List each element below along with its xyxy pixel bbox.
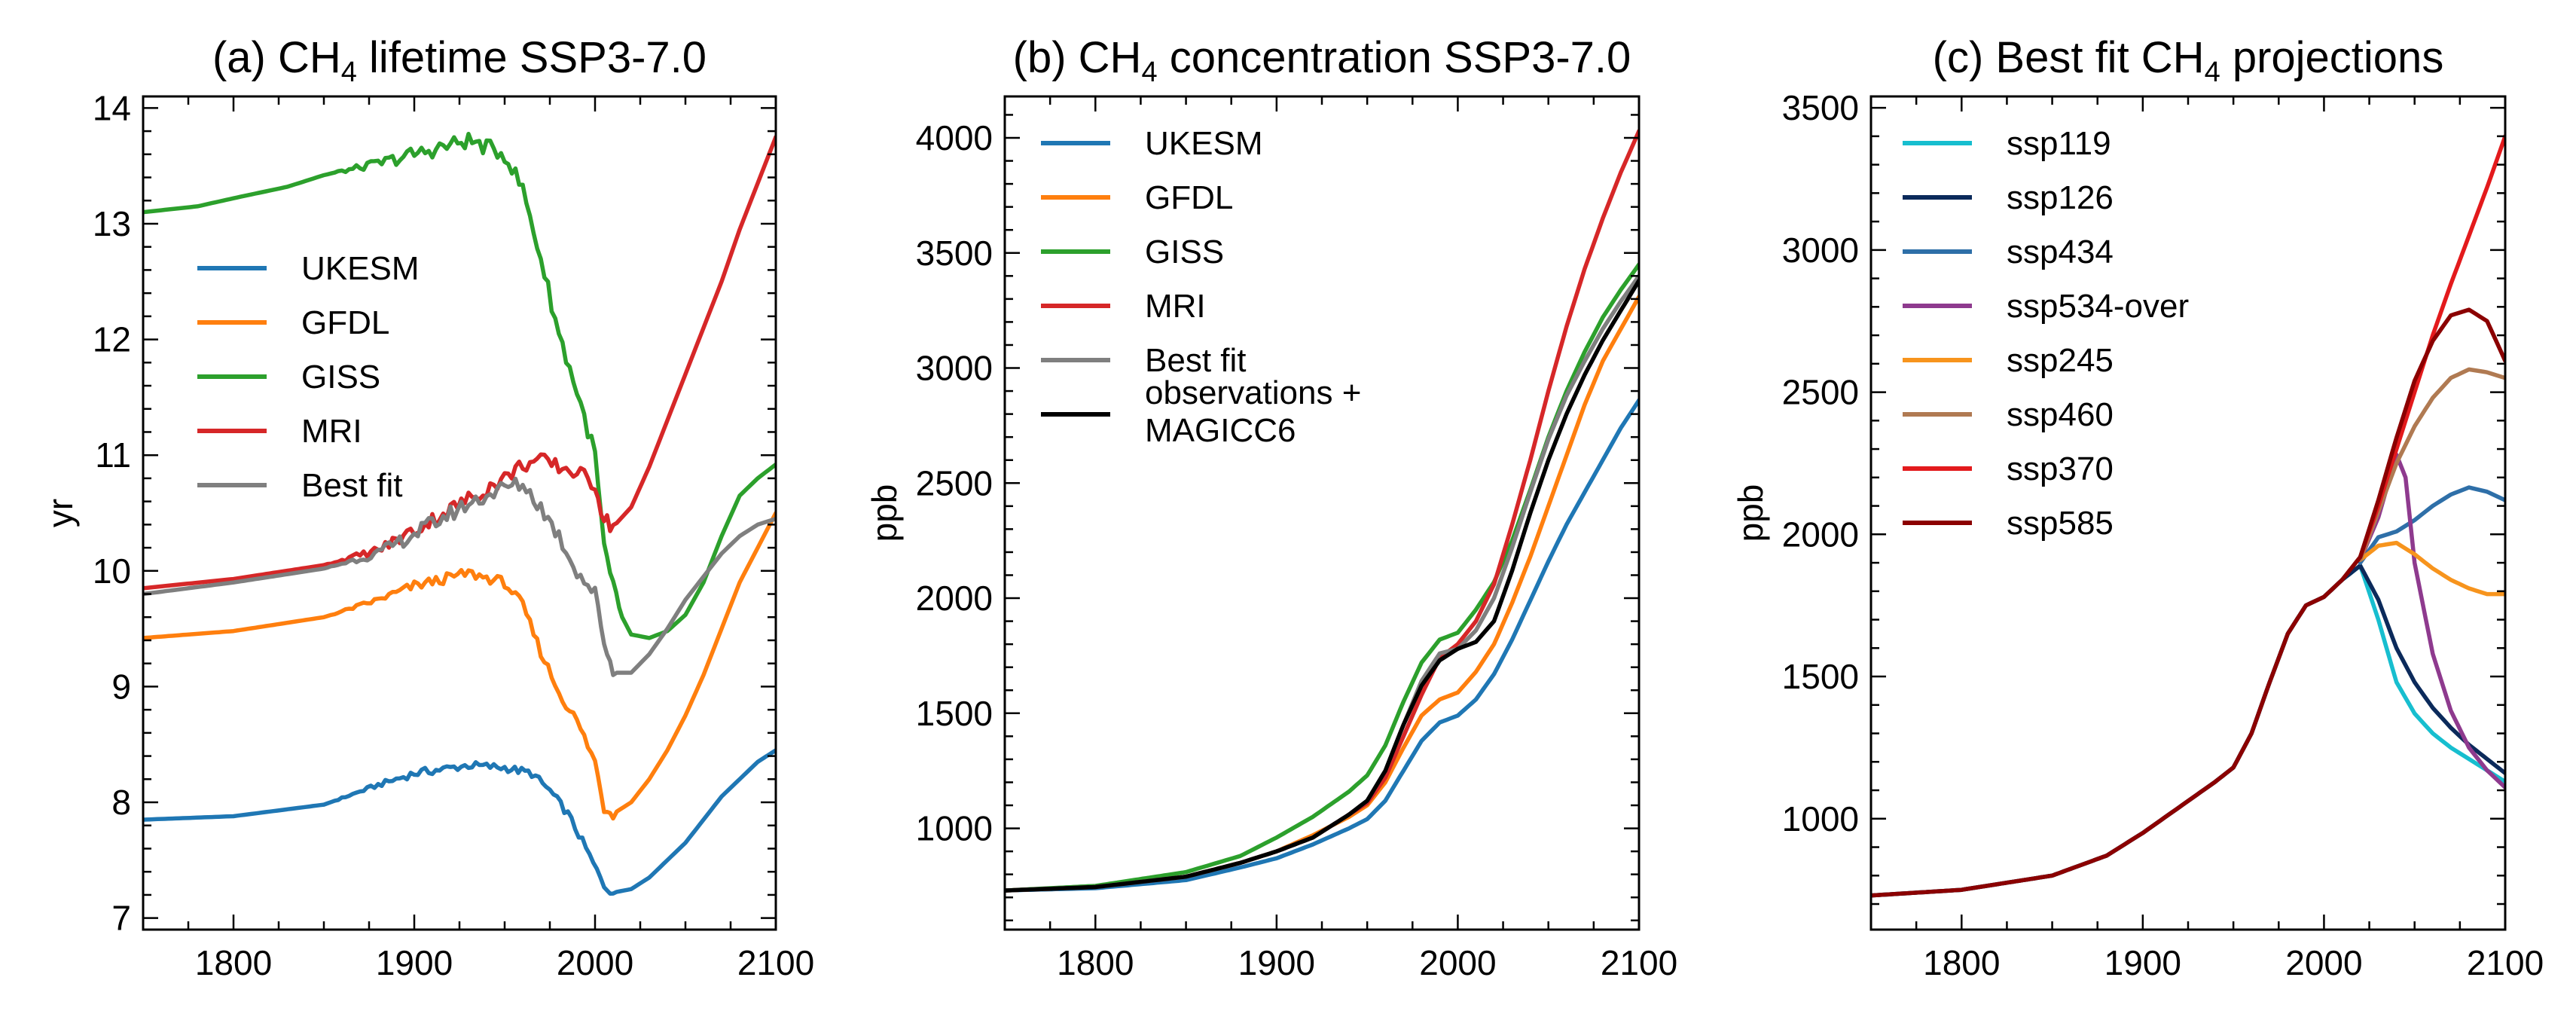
legend-label-giss: GISS [1145, 234, 1224, 270]
series-line-ssp460 [2358, 367, 2505, 563]
panel-title: (b) CH4 concentration SSP3-7.0 [1013, 33, 1631, 88]
y-tick-label: 1500 [916, 694, 993, 733]
y-tick-label: 3000 [916, 349, 993, 388]
series-line-best-fit [143, 476, 776, 677]
series-line-ssp585 [1871, 307, 2505, 898]
y-tick-label: 10 [93, 551, 131, 591]
y-tick-label: 1000 [1782, 799, 1859, 838]
y-tick-label: 9 [111, 667, 131, 706]
legend-label-ssp434: ssp434 [2007, 234, 2114, 270]
y-tick-label: 11 [95, 435, 131, 475]
series-line-ssp434 [2358, 485, 2505, 565]
legend-label-ssp245: ssp245 [2007, 342, 2114, 379]
legend-label-ssp460: ssp460 [2007, 396, 2114, 433]
x-tick-label: 2000 [557, 943, 633, 982]
series-group [1005, 129, 1639, 893]
legend-label-ukesm: UKESM [301, 250, 419, 287]
x-tick-label: 2000 [1419, 943, 1496, 982]
x-tick-label: 1900 [1238, 943, 1315, 982]
legend: UKESM GFDL GISS MRI Best fit [197, 250, 419, 504]
panel-b: 1800 1900 2000 2100 1000 1500 2000 2500 3000 3500… [865, 33, 1677, 982]
x-tick-label: 1800 [1057, 943, 1134, 982]
legend-label-ssp585: ssp585 [2007, 505, 2114, 542]
legend-label-observations-magicc6: observations + MAGICC6 [1145, 374, 1361, 449]
x-tick-label: 2100 [737, 943, 814, 982]
legend-label-mri: MRI [301, 413, 362, 450]
legend-label-ssp126: ssp126 [2007, 179, 2114, 216]
y-tick-label: 12 [93, 320, 131, 359]
panel-a: 1800 1900 2000 2100 7 8 9 10 11 12 13 14 yr (a) CH4 l… [41, 33, 814, 982]
series-line-mri [143, 135, 776, 591]
y-tick-label: 3000 [1782, 231, 1859, 270]
legend-label-ssp370: ssp370 [2007, 450, 2114, 487]
legend: ssp119 ssp126 ssp434 ssp534-over ssp245 ssp46… [1903, 125, 2189, 542]
x-tick-label: 2100 [2467, 943, 2544, 982]
series-line-ssp245 [2358, 540, 2505, 597]
series-group [143, 131, 776, 896]
y-tick-label: 2500 [916, 463, 993, 502]
y-axis-label: yr [41, 499, 80, 527]
y-tick-label: 2000 [916, 579, 993, 618]
legend-label-gfdl: GFDL [1145, 179, 1233, 216]
ticks [1003, 96, 1641, 930]
y-tick-label: 14 [93, 88, 131, 127]
series-group [1871, 134, 2505, 898]
y-tick-label: 2500 [1782, 373, 1859, 412]
panel-title: (a) CH4 lifetime SSP3-7.0 [212, 33, 707, 88]
y-tick-label: 3500 [1782, 88, 1859, 127]
series-line-ukesm [143, 748, 776, 896]
series-line-ssp370 [2358, 134, 2505, 560]
legend-label-best-fit: Best fit [301, 467, 403, 504]
y-tick-label: 13 [93, 204, 131, 243]
ticks [1869, 96, 2507, 930]
ticks [142, 96, 777, 930]
y-tick-label: 3500 [916, 234, 993, 273]
y-tick-label: 7 [111, 899, 131, 938]
series-line-gfdl [143, 511, 776, 821]
legend-label-best-fit: Best fit [1145, 342, 1247, 379]
series-line-observations-magicc6 [1005, 278, 1639, 893]
x-tick-label: 1900 [2104, 943, 2181, 982]
panel-c: 1800 1900 2000 2100 1000 1500 2000 2500 3000 3500… [1731, 33, 2544, 982]
y-tick-label: 8 [111, 783, 131, 822]
x-tick-label: 2100 [1601, 943, 1677, 982]
legend-label-ukesm: UKESM [1145, 125, 1262, 162]
legend-label-ssp119: ssp119 [2007, 125, 2111, 162]
y-axis-label: ppb [865, 484, 904, 542]
x-tick-label: 2000 [2285, 943, 2362, 982]
x-tick-label: 1800 [195, 943, 272, 982]
y-tick-label: 1000 [916, 809, 993, 848]
legend-label-ssp534-over: ssp534-over [2007, 288, 2189, 325]
y-axis-label: ppb [1731, 484, 1770, 542]
legend-label-giss: GISS [301, 359, 380, 396]
legend-label-gfdl: GFDL [301, 304, 389, 341]
y-tick-label: 2000 [1782, 515, 1859, 554]
panel-title: (c) Best fit CH4 projections [1933, 33, 2444, 88]
x-tick-label: 1800 [1923, 943, 2000, 982]
y-tick-label: 4000 [916, 118, 993, 157]
y-tick-label: 1500 [1782, 657, 1859, 696]
legend-label-mri: MRI [1145, 288, 1206, 325]
x-tick-label: 1900 [376, 943, 453, 982]
